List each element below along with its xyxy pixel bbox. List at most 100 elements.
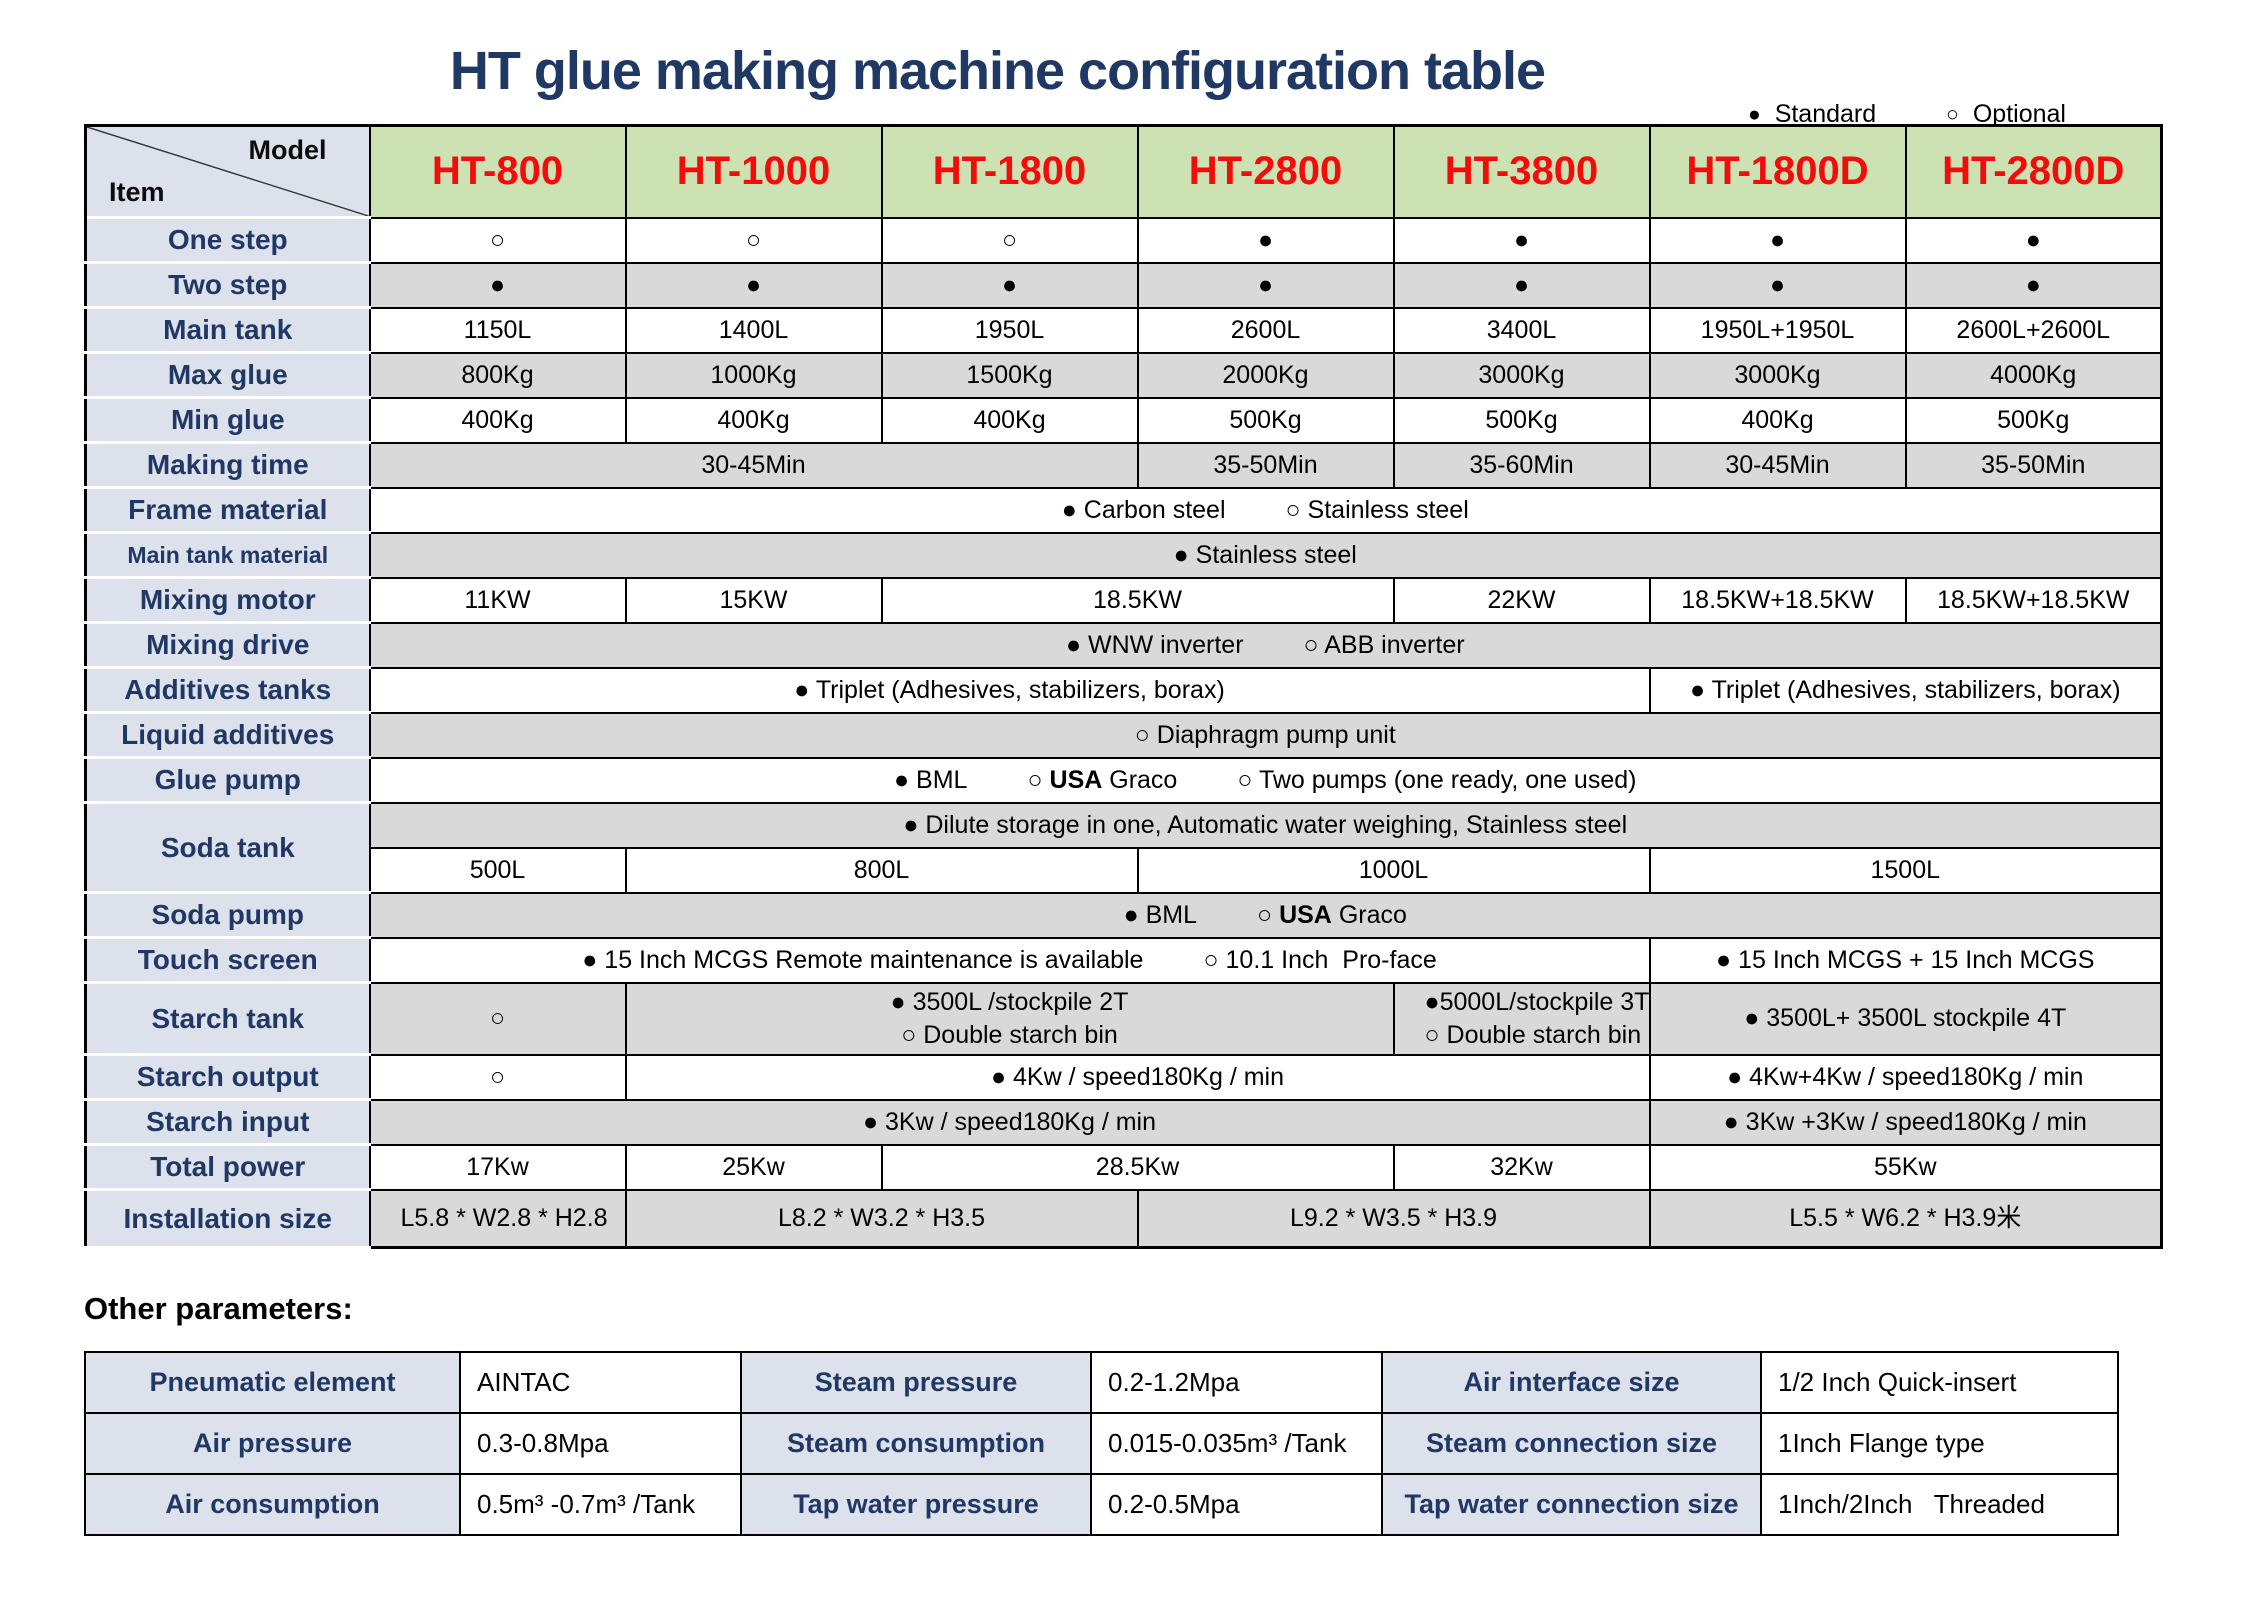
cell-starch-tank-0: ○ bbox=[368, 981, 627, 1056]
cell-mixing-motor-5: 18.5KW+18.5KW bbox=[1904, 576, 2163, 624]
row-label-starch-tank: Starch tank bbox=[84, 981, 371, 1056]
model-header-ht-1800d: HT-1800D bbox=[1648, 124, 1907, 219]
param-label-steam-consumption: Steam consumption bbox=[740, 1412, 1092, 1475]
row-label-liquid-additives: Liquid additives bbox=[84, 711, 371, 759]
cell-additives-tanks-0: ● Triplet (Adhesives, stabilizers, borax… bbox=[368, 666, 1651, 714]
table-row-mixing-drive: Mixing drive ● WNW inverter ○ ABB inverter bbox=[84, 621, 2163, 669]
cell-max-glue-4: 3000Kg bbox=[1392, 351, 1651, 399]
table-row-main-tank: Main tank 1150L 1400L 1950L 2600L 3400L 1950L+… bbox=[84, 306, 2163, 354]
table-row-glue-pump: Glue pump ● BML ○ USA Graco ○ Two pumps (on… bbox=[84, 756, 2163, 804]
cell-two-step-3: ● bbox=[1136, 261, 1395, 309]
row-label-additives-tanks: Additives tanks bbox=[84, 666, 371, 714]
cell-additives-tanks-1: ● Triplet (Adhesives, stabilizers, borax… bbox=[1648, 666, 2163, 714]
cell-one-step-0: ○ bbox=[368, 216, 627, 264]
legend-optional-label: Optional bbox=[1972, 100, 2066, 128]
cell-installation-size-1: L8.2 * W3.2 * H3.5 bbox=[624, 1188, 1139, 1249]
row-label-one-step: One step bbox=[84, 216, 371, 264]
cell-soda-tank-3: 1500L bbox=[1648, 846, 2163, 894]
cell-total-power-1: 25Kw bbox=[624, 1143, 883, 1191]
cell-starch-tank-2: ●5000L/stockpile 3T ○ Double starch bin bbox=[1392, 981, 1651, 1056]
param-label-pneumatic-element: Pneumatic element bbox=[84, 1351, 461, 1414]
cell-two-step-5: ● bbox=[1648, 261, 1907, 309]
model-header-ht-1800: HT-1800 bbox=[880, 124, 1139, 219]
legend-optional: ○ Optional bbox=[1946, 100, 2066, 129]
cell-mixing-drive-0: ● WNW inverter ○ ABB inverter bbox=[368, 621, 2163, 669]
filled-circle-icon: ● bbox=[1748, 103, 1761, 126]
cell-one-step-6: ● bbox=[1904, 216, 2163, 264]
cell-two-step-1: ● bbox=[624, 261, 883, 309]
cell-touch-screen-0: ● 15 Inch MCGS Remote maintenance is ava… bbox=[368, 936, 1651, 984]
cell-main-tank-material-0: ● Stainless steel bbox=[368, 531, 2163, 579]
cell-mixing-motor-1: 15KW bbox=[624, 576, 883, 624]
param-value-air-consumption: 0.5m³ -0.7m³ /Tank bbox=[459, 1473, 742, 1536]
row-label-glue-pump: Glue pump bbox=[84, 756, 371, 804]
page-header: HT glue making machine configuration tab… bbox=[0, 0, 2245, 128]
corner-item-label: Item bbox=[109, 177, 165, 207]
cell-one-step-1: ○ bbox=[624, 216, 883, 264]
cell-max-glue-0: 800Kg bbox=[368, 351, 627, 399]
table-row-touch-screen: Touch screen ● 15 Inch MCGS Remote mainte… bbox=[84, 936, 2163, 984]
table-row-installation-size: Installation size L5.8 * W2.8 * H2.8 L8.2 … bbox=[84, 1188, 2163, 1249]
params-row-1: Pneumatic element AINTAC Steam pressure 0.2… bbox=[84, 1351, 2119, 1414]
cell-max-glue-1: 1000Kg bbox=[624, 351, 883, 399]
param-value-air-pressure: 0.3-0.8Mpa bbox=[459, 1412, 742, 1475]
cell-two-step-2: ● bbox=[880, 261, 1139, 309]
cell-min-glue-5: 400Kg bbox=[1648, 396, 1907, 444]
cell-main-tank-5: 1950L+1950L bbox=[1648, 306, 1907, 354]
cell-starch-input-1: ● 3Kw +3Kw / speed180Kg / min bbox=[1648, 1098, 2163, 1146]
cell-two-step-6: ● bbox=[1904, 261, 2163, 309]
param-label-air-consumption: Air consumption bbox=[84, 1473, 461, 1536]
config-table-body: One step ○ ○ ○ ● ● ● ● Two step ● ● ● ● ● ● ● Main tank 1… bbox=[84, 216, 2163, 1249]
cell-main-tank-4: 3400L bbox=[1392, 306, 1651, 354]
cell-starch-output-1: ● 4Kw / speed180Kg / min bbox=[624, 1053, 1651, 1101]
cell-soda-tank-0: 500L bbox=[368, 846, 627, 894]
cell-max-glue-6: 4000Kg bbox=[1904, 351, 2163, 399]
diagonal-line bbox=[87, 127, 369, 216]
row-label-max-glue: Max glue bbox=[84, 351, 371, 399]
cell-liquid-additives-0: ○ Diaphragm pump unit bbox=[368, 711, 2163, 759]
cell-total-power-3: 32Kw bbox=[1392, 1143, 1651, 1191]
param-label-air-interface-size: Air interface size bbox=[1381, 1351, 1762, 1414]
cell-soda-pump-0: ● BML ○ USA Graco bbox=[368, 891, 2163, 939]
model-header-ht-1000: HT-1000 bbox=[624, 124, 883, 219]
cell-two-step-0: ● bbox=[368, 261, 627, 309]
cell-total-power-4: 55Kw bbox=[1648, 1143, 2163, 1191]
model-header-ht-2800d: HT-2800D bbox=[1904, 124, 2163, 219]
model-header-row: Model Item HT-800 HT-1000 HT-1800 HT-2800 HT… bbox=[84, 124, 2163, 219]
other-parameters-table: Pneumatic element AINTAC Steam pressure 0.2… bbox=[84, 1351, 2119, 1536]
param-label-tap-water-connection-size: Tap water connection size bbox=[1381, 1473, 1762, 1536]
row-label-main-tank-material: Main tank material bbox=[84, 531, 371, 579]
params-table-body: Pneumatic element AINTAC Steam pressure 0.2… bbox=[84, 1351, 2119, 1536]
cell-starch-input-0: ● 3Kw / speed180Kg / min bbox=[368, 1098, 1651, 1146]
params-row-3: Air consumption 0.5m³ -0.7m³ /Tank Tap wat… bbox=[84, 1473, 2119, 1536]
table-row-soda-tank-2: 500L 800L 1000L 1500L bbox=[86, 846, 2163, 894]
model-header-ht-3800: HT-3800 bbox=[1392, 124, 1651, 219]
table-row-frame-material: Frame material ● Carbon steel ○ Stainless … bbox=[84, 486, 2163, 534]
cell-frame-material-0: ● Carbon steel ○ Stainless steel bbox=[368, 486, 2163, 534]
model-header-ht-800: HT-800 bbox=[368, 124, 627, 219]
cell-soda-tank-1: 800L bbox=[624, 846, 1139, 894]
config-table: Model Item HT-800 HT-1000 HT-1800 HT-2800 HT… bbox=[84, 124, 2163, 1249]
row-label-installation-size: Installation size bbox=[84, 1188, 371, 1249]
row-label-two-step: Two step bbox=[84, 261, 371, 309]
cell-total-power-2: 28.5Kw bbox=[880, 1143, 1395, 1191]
param-value-steam-connection-size: 1Inch Flange type bbox=[1760, 1412, 2119, 1475]
cell-making-time-0: 30-45Min bbox=[368, 441, 1139, 489]
table-row-soda-tank-1: Soda tank ● Dilute storage in one, Automa… bbox=[84, 801, 2163, 894]
cell-mixing-motor-2: 18.5KW bbox=[880, 576, 1395, 624]
cell-touch-screen-1: ● 15 Inch MCGS + 15 Inch MCGS bbox=[1648, 936, 2163, 984]
model-header-ht-2800: HT-2800 bbox=[1136, 124, 1395, 219]
row-label-making-time: Making time bbox=[84, 441, 371, 489]
cell-min-glue-1: 400Kg bbox=[624, 396, 883, 444]
table-row-additives-tanks: Additives tanks ● Triplet (Adhesives, sta… bbox=[84, 666, 2163, 714]
param-value-tap-water-pressure: 0.2-0.5Mpa bbox=[1090, 1473, 1383, 1536]
cell-main-tank-0: 1150L bbox=[368, 306, 627, 354]
cell-making-time-1: 35-50Min bbox=[1136, 441, 1395, 489]
row-label-mixing-motor: Mixing motor bbox=[84, 576, 371, 624]
cell-making-time-4: 35-50Min bbox=[1904, 441, 2163, 489]
cell-two-step-4: ● bbox=[1392, 261, 1651, 309]
table-row-min-glue: Min glue 400Kg 400Kg 400Kg 500Kg 500Kg 400Kg 50… bbox=[84, 396, 2163, 444]
cell-glue-pump-0: ● BML ○ USA Graco ○ Two pumps (one ready, … bbox=[368, 756, 2163, 804]
row-label-starch-output: Starch output bbox=[84, 1053, 371, 1101]
table-row-total-power: Total power 17Kw 25Kw 28.5Kw 32Kw 55Kw bbox=[84, 1143, 2163, 1191]
